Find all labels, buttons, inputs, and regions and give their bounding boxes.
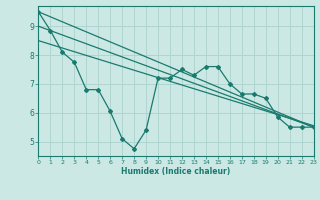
X-axis label: Humidex (Indice chaleur): Humidex (Indice chaleur) [121, 167, 231, 176]
